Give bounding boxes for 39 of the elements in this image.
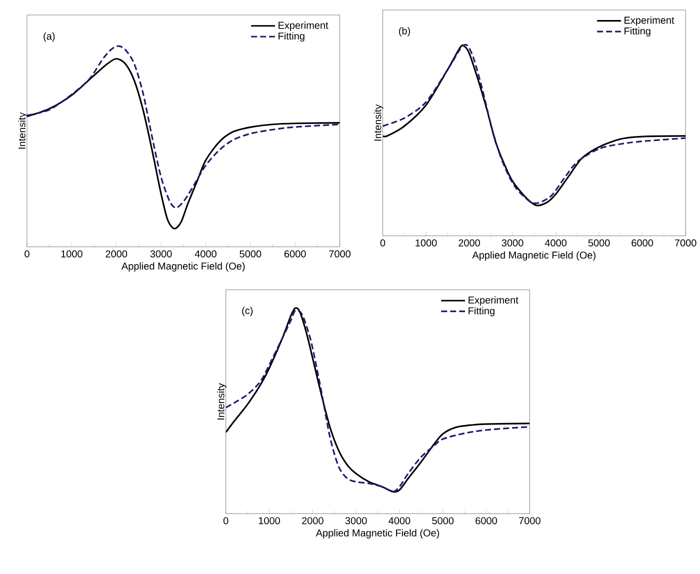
x-tick-label: 5000 [432, 517, 454, 524]
x-tick-label: 7000 [519, 517, 540, 524]
x-tick-label: 3000 [502, 240, 524, 247]
annotation: (c) [242, 306, 253, 316]
x-axis-title: Applied Magnetic Field (Oe) [472, 252, 596, 261]
x-tick-label: 4000 [194, 250, 216, 258]
x-tick-label: 2000 [302, 517, 324, 524]
x-tick-label: 1000 [416, 240, 437, 247]
x-tick-label: 0 [380, 240, 386, 247]
x-tick-label: 7000 [674, 240, 696, 247]
x-tick-label: 3000 [345, 517, 367, 524]
x-tick-label: 5000 [240, 250, 262, 258]
x-tick-label: 2000 [458, 240, 480, 247]
x-tick-label: 1000 [258, 517, 280, 524]
x-axis-title: Applied Magnetic Field (Oe) [316, 529, 440, 539]
legend-label: Experiment [468, 296, 518, 306]
legend-label: Fitting [468, 307, 494, 316]
x-tick-label: 6000 [476, 517, 497, 524]
y-axis-title: Intensity [18, 112, 28, 149]
x-tick-label: 6000 [632, 240, 654, 247]
y-axis-title: Intensity [374, 104, 384, 141]
x-tick-label: 4000 [544, 240, 567, 247]
legend-label: Fitting [278, 32, 304, 42]
legend-label: Fitting [624, 27, 650, 37]
x-tick-label: 5000 [588, 240, 610, 247]
x-axis-title: Applied Magnetic Field (Oe) [121, 262, 245, 272]
x-tick-label: 2000 [106, 250, 128, 258]
x-tick-label: 0 [223, 517, 228, 524]
text: (b) [399, 27, 410, 37]
x-tick-label: 4000 [388, 517, 410, 524]
x-tick-label: 6000 [284, 250, 306, 258]
x-tick-label: 1000 [61, 250, 82, 258]
x-tick-label: 3000 [150, 250, 172, 258]
legend-label: Experiment [278, 22, 328, 31]
text: (a) [44, 32, 55, 42]
x-tick-label: 0 [24, 250, 30, 258]
y-axis-title: Intensity [217, 383, 226, 420]
legend-label: Experiment [624, 16, 674, 26]
x-tick-label: 7000 [329, 250, 351, 258]
